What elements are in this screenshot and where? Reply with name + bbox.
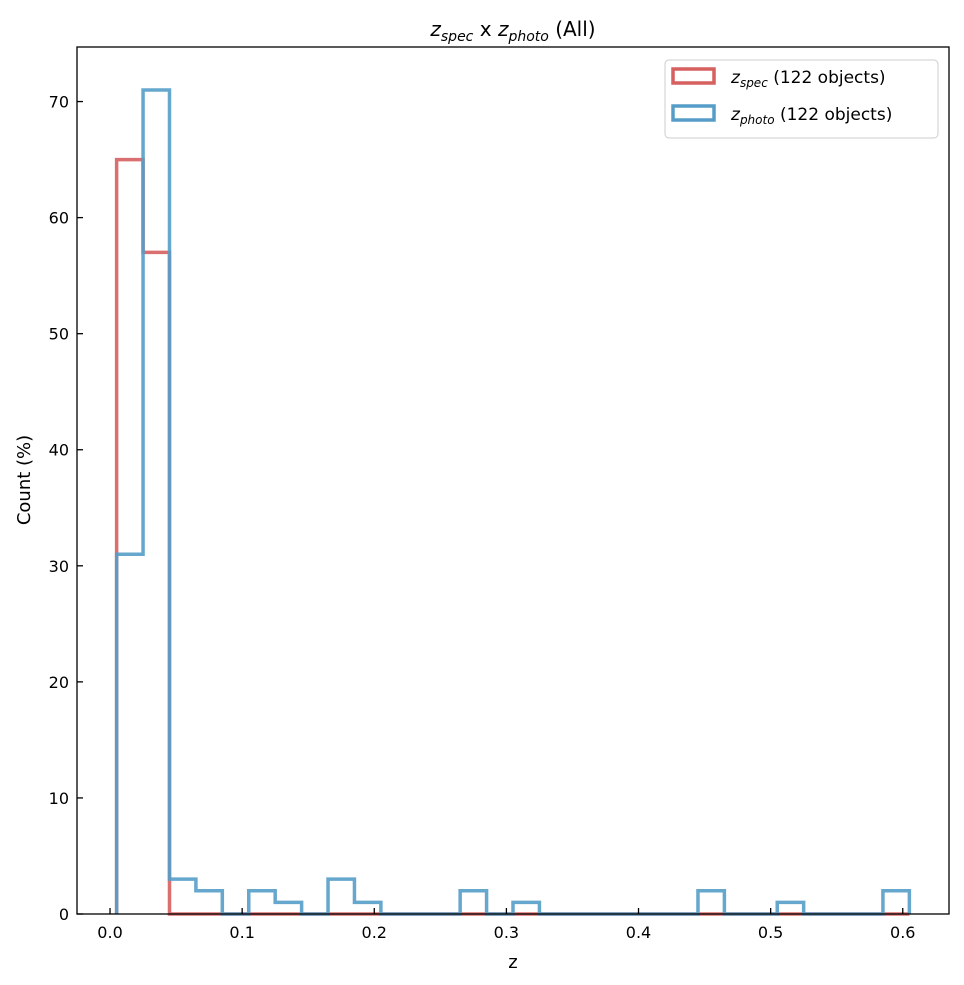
legend-swatch: [671, 67, 716, 85]
histogram-step-line: [114, 88, 912, 916]
legend-label: zphoto (122 objects): [730, 105, 892, 127]
y-tick-label: 20: [49, 673, 69, 692]
histogram-bar: [143, 90, 169, 914]
y-tick-label: 0: [59, 905, 69, 924]
y-tick-label: 50: [49, 325, 69, 344]
histogram-bar: [196, 891, 222, 914]
legend-item-photo: zphoto (122 objects): [671, 104, 892, 127]
series-photo: [114, 88, 912, 916]
y-tick-label: 10: [49, 789, 69, 808]
y-tick-label: 70: [49, 93, 69, 112]
x-tick-label: 0.4: [626, 923, 651, 942]
y-tick-label: 40: [49, 441, 69, 460]
legend-box: [664, 59, 939, 139]
plot-frame: [76, 46, 950, 915]
x-axis-label: z: [508, 952, 517, 973]
x-tick-label: 0.2: [362, 923, 387, 942]
histogram-step-line: [114, 157, 910, 916]
y-tick-label: 60: [49, 209, 69, 228]
histogram-bar: [460, 891, 486, 914]
y-axis-label: Count (%): [14, 435, 35, 525]
legend-swatch: [671, 104, 716, 122]
legend-item-spec: zspec (122 objects): [671, 67, 886, 90]
legend-label: zspec (122 objects): [730, 68, 886, 90]
chart-title: zspec x zphoto (All): [429, 17, 595, 45]
series-spec: [114, 157, 910, 916]
x-tick-label: 0.1: [229, 923, 254, 942]
x-tick-label: 0.6: [890, 923, 915, 942]
histogram-bar: [698, 891, 724, 914]
y-tick-label: 30: [49, 557, 69, 576]
histogram-bar: [328, 879, 354, 914]
x-tick-label: 0.3: [494, 923, 519, 942]
legend: zspec (122 objects) zphoto (122 objects): [664, 59, 939, 139]
histogram-bar: [117, 554, 143, 914]
histogram-bar: [883, 891, 909, 914]
histogram-bar: [249, 891, 275, 914]
histogram-bar: [169, 879, 195, 914]
x-tick-label: 0.5: [758, 923, 783, 942]
x-tick-label: 0.0: [97, 923, 122, 942]
